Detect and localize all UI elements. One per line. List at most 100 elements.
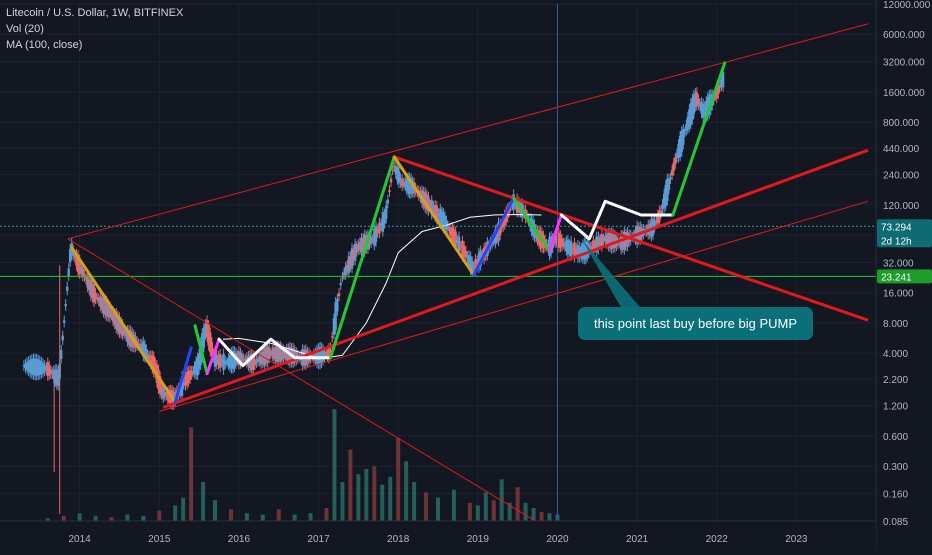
candle-body — [595, 236, 598, 253]
candle-body — [285, 348, 288, 360]
candle-body — [406, 177, 410, 193]
candle-body — [559, 235, 562, 248]
candle-body — [113, 313, 116, 325]
candle-body — [659, 210, 663, 214]
candle-body — [399, 178, 402, 184]
candle-body — [427, 196, 430, 212]
y-tick-label: 32.000 — [883, 258, 914, 269]
annotation-callout[interactable]: this point last buy before big PUMP — [578, 307, 813, 340]
candle-body — [598, 238, 602, 246]
candle-body — [339, 282, 342, 286]
volume-bar — [475, 505, 480, 521]
candle-body — [706, 97, 709, 117]
y-tick-label: 1.200 — [883, 402, 908, 413]
candle-body — [619, 235, 623, 251]
candle-body — [287, 348, 290, 362]
candle-body — [467, 255, 471, 266]
price-badge — [877, 269, 932, 284]
candle-body — [477, 252, 481, 269]
candle-body — [346, 264, 349, 271]
candle-body — [165, 393, 168, 396]
volume-bar — [157, 510, 162, 521]
candle-body — [63, 320, 66, 323]
candle-body — [379, 223, 383, 227]
candle-body — [494, 229, 497, 244]
candle-body — [184, 374, 187, 387]
candle-body — [512, 194, 515, 210]
volume-bar — [515, 487, 520, 521]
chart-legend: Litecoin / U.S. Dollar, 1W, BITFINEX Vol… — [6, 5, 183, 53]
candle-body — [202, 327, 206, 348]
candle-body — [371, 239, 374, 241]
candle-body — [341, 276, 344, 278]
candle-body — [571, 248, 575, 251]
candle-body — [138, 343, 142, 349]
candle-body — [565, 240, 568, 252]
candle-body — [355, 246, 358, 253]
candle-body — [656, 214, 659, 224]
candle-body — [40, 361, 43, 374]
ma-indicator-label[interactable]: MA (100, close) — [6, 39, 83, 51]
candle-body — [360, 238, 363, 253]
candle-body — [197, 353, 201, 370]
volume-bar — [364, 469, 369, 521]
candle-body — [154, 362, 157, 375]
candle-body — [84, 277, 88, 280]
volume-bar — [141, 515, 146, 521]
candle-body — [210, 342, 214, 356]
candle-body — [592, 240, 595, 254]
candle-body — [146, 354, 150, 357]
candle-body — [24, 363, 27, 369]
candle-body — [357, 244, 360, 251]
volume-bar — [125, 514, 130, 521]
candle-body — [686, 116, 690, 130]
volume-bar — [436, 497, 440, 521]
candle-body — [72, 249, 75, 256]
candle-body — [461, 240, 464, 258]
candle-body — [119, 321, 123, 334]
candle-body — [269, 352, 272, 355]
candle-body — [149, 355, 153, 365]
x-tick-label: 2016 — [228, 534, 251, 545]
volume-bar — [396, 437, 401, 521]
symbol-title[interactable]: Litecoin / U.S. Dollar, 1W, BITFINEX — [6, 7, 184, 19]
candle-body — [194, 361, 198, 376]
candle-body — [32, 358, 35, 376]
candle-body — [381, 212, 385, 232]
candle-body — [497, 222, 500, 242]
candle-body — [449, 227, 453, 237]
channel-line-thin — [159, 200, 869, 412]
candle-body — [230, 352, 233, 369]
candle-body — [353, 243, 357, 261]
candle-body — [228, 354, 232, 368]
candle-body — [553, 241, 556, 243]
candle-body — [452, 229, 456, 244]
volume-bar — [189, 427, 194, 521]
volume-bar — [467, 502, 472, 521]
candle-body — [326, 350, 329, 357]
candle-body — [49, 369, 52, 375]
candle-body — [430, 200, 433, 215]
x-tick-label: 2020 — [546, 534, 569, 545]
channel-line-thin — [67, 23, 869, 240]
candle-body — [391, 169, 394, 171]
candle-body — [428, 204, 432, 208]
volume-indicator-label[interactable]: Vol (20) — [6, 23, 44, 35]
candle-body — [334, 302, 337, 330]
candle-body — [185, 371, 189, 385]
price-badge-label: 73.294 — [881, 222, 912, 233]
candle-body — [554, 235, 558, 244]
candle-body — [374, 226, 378, 243]
candle-body — [347, 256, 351, 274]
candle-body — [655, 220, 658, 223]
candle-body — [180, 376, 184, 397]
candle-body — [97, 298, 100, 302]
candle-body — [584, 241, 588, 260]
candle-body — [557, 232, 561, 248]
candle-body — [108, 306, 112, 318]
volume-bar — [348, 449, 353, 521]
candle-body — [442, 213, 445, 229]
candle-body — [253, 359, 257, 366]
